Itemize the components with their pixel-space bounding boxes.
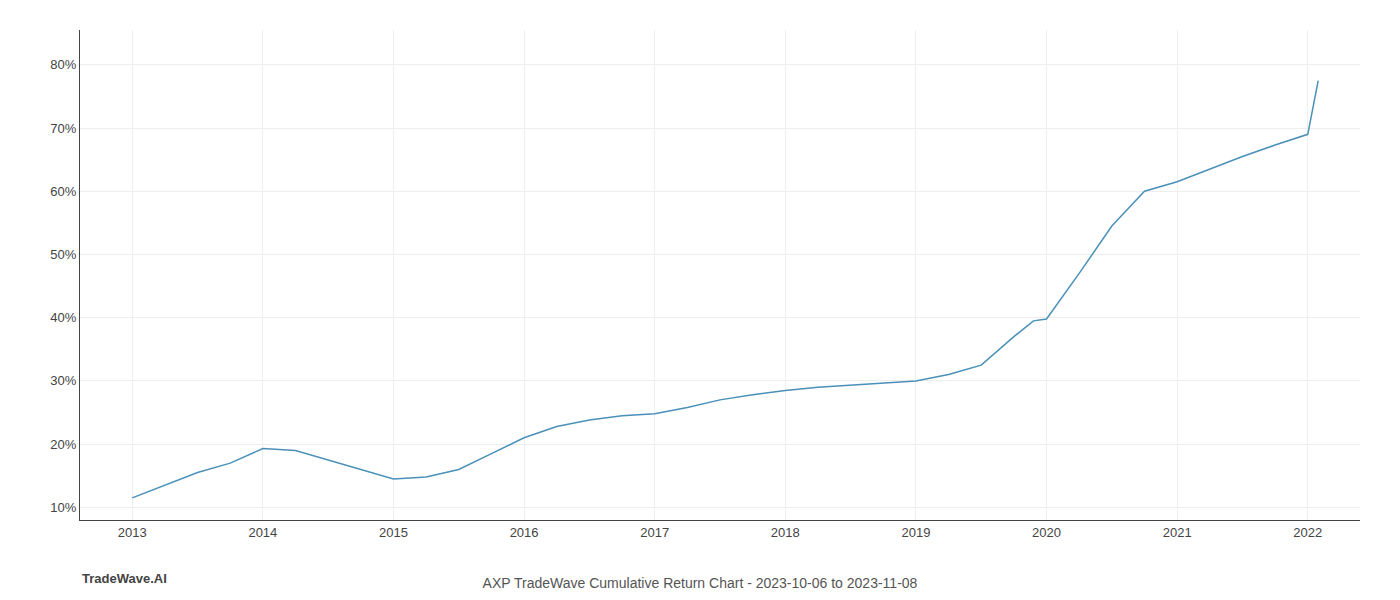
svg-text:30%: 30%	[50, 373, 76, 388]
svg-text:2015: 2015	[379, 525, 408, 540]
svg-text:40%: 40%	[50, 310, 76, 325]
svg-text:2021: 2021	[1163, 525, 1192, 540]
svg-text:10%: 10%	[50, 500, 76, 515]
svg-text:20%: 20%	[50, 437, 76, 452]
svg-text:2017: 2017	[640, 525, 669, 540]
svg-text:60%: 60%	[50, 184, 76, 199]
svg-text:2019: 2019	[901, 525, 930, 540]
svg-text:2014: 2014	[248, 525, 277, 540]
svg-text:50%: 50%	[50, 247, 76, 262]
svg-text:2020: 2020	[1032, 525, 1061, 540]
svg-text:70%: 70%	[50, 121, 76, 136]
svg-text:TradeWave.AI: TradeWave.AI	[82, 571, 167, 586]
svg-text:2013: 2013	[118, 525, 147, 540]
svg-text:2016: 2016	[510, 525, 539, 540]
svg-text:2022: 2022	[1293, 525, 1322, 540]
svg-text:80%: 80%	[50, 57, 76, 72]
svg-text:2018: 2018	[771, 525, 800, 540]
svg-text:AXP TradeWave Cumulative Retur: AXP TradeWave Cumulative Return Chart - …	[483, 575, 918, 591]
